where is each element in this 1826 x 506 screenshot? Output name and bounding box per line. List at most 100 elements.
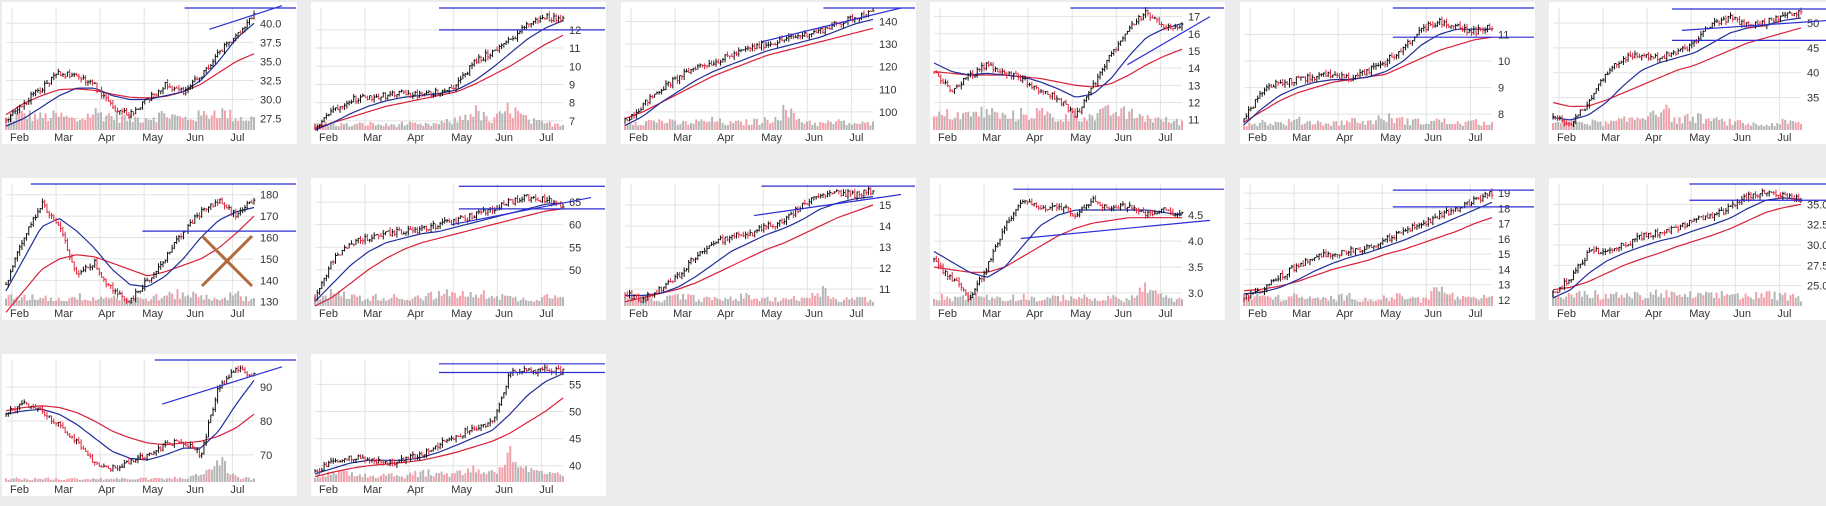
volume-bar xyxy=(671,295,674,306)
volume-bar xyxy=(1786,123,1789,130)
volume-bar xyxy=(1001,300,1004,306)
volume-bar xyxy=(1295,118,1298,130)
stock-chart-panel[interactable]: Feb Mar Apr May Jun Jul 35 40 45 50 xyxy=(1549,2,1826,144)
volume-bar xyxy=(1744,293,1747,306)
moving-average-fast xyxy=(5,206,255,292)
volume-bar xyxy=(1122,106,1125,130)
volume-bar xyxy=(129,114,131,130)
volume-bar xyxy=(798,301,801,306)
volume-bar xyxy=(44,295,47,306)
stock-chart-panel[interactable]: Feb Mar Apr May Jun Jul 70 80 90 xyxy=(2,354,297,496)
volume-bar xyxy=(1243,123,1245,130)
volume-bar xyxy=(1078,121,1081,130)
volume-bar xyxy=(980,106,983,130)
volume-bar xyxy=(1046,111,1049,130)
volume-bar xyxy=(1599,299,1602,306)
volume-bar xyxy=(525,300,528,306)
volume-bar xyxy=(777,301,780,306)
volume-bar xyxy=(1390,118,1393,130)
x-tick-label: Mar xyxy=(1292,132,1311,144)
volume-bar xyxy=(1755,123,1758,130)
volume-bar xyxy=(34,299,37,306)
stock-chart-panel[interactable]: Feb Mar Apr May Jun Jul 25.0 27.5 30.0 32.5 35.0 xyxy=(1549,178,1826,320)
volume-bar xyxy=(1020,299,1023,306)
volume-bar xyxy=(1345,295,1348,306)
volume-bar xyxy=(763,298,766,306)
volume-bar xyxy=(559,125,562,130)
volume-bar xyxy=(34,113,37,130)
volume-bar xyxy=(1324,297,1327,306)
moving-average-fast xyxy=(1552,17,1802,121)
volume-bar xyxy=(1720,118,1723,130)
volume-bar xyxy=(1274,121,1277,130)
volume-bar xyxy=(443,293,446,306)
volume-bar xyxy=(1736,119,1739,130)
volume-bar xyxy=(1154,117,1157,130)
moving-average-slow xyxy=(1552,27,1802,108)
stock-chart-panel[interactable]: Feb Mar Apr May Jun Jul 130 140 150 160 170 180 xyxy=(2,178,297,320)
volume-bar xyxy=(1657,296,1660,306)
stock-chart-panel[interactable]: Feb Mar Apr May Jun Jul 11 12 13 14 15 16 17 xyxy=(930,2,1225,144)
volume-bar xyxy=(464,473,467,482)
stock-chart-panel[interactable]: Feb Mar Apr May Jun Jul 8 9 10 11 xyxy=(1240,2,1535,144)
volume-bar xyxy=(131,479,134,482)
volume-bar xyxy=(1607,123,1610,130)
volume-bar xyxy=(1406,118,1409,130)
volume-bar xyxy=(1083,117,1086,130)
stock-chart-panel[interactable]: Feb Mar Apr May Jun Jul 100 110 120 130 140 xyxy=(621,2,916,144)
volume-bar xyxy=(864,297,867,306)
volume-bar xyxy=(1562,298,1565,306)
volume-bar xyxy=(139,477,142,482)
x-tick-label: Jun xyxy=(186,484,204,496)
x-tick-label: Jun xyxy=(495,484,513,496)
volume-bar xyxy=(1681,123,1684,130)
y-tick-label: 9 xyxy=(1498,83,1504,95)
volume-bar xyxy=(1765,291,1768,306)
y-tick-label: 10 xyxy=(1498,56,1510,68)
stock-chart-panel[interactable]: Feb Mar Apr May Jun Jul 40 45 50 55 xyxy=(311,354,606,496)
volume-bar xyxy=(327,299,330,306)
volume-bar xyxy=(1107,104,1110,130)
volume-bar xyxy=(451,473,454,482)
volume-bar xyxy=(1631,117,1634,130)
cross-mark xyxy=(200,234,254,288)
volume-bar xyxy=(480,120,483,130)
volume-bar xyxy=(1409,298,1412,306)
volume-bar xyxy=(629,122,632,130)
volume-bar xyxy=(147,301,150,306)
volume-bar xyxy=(726,299,729,306)
stock-chart-panel[interactable]: Feb Mar Apr May Jun Jul 12 13 14 15 16 17 18 19 xyxy=(1240,178,1535,320)
stock-chart-panel[interactable]: Feb Mar Apr May Jun Jul 27.5 30.0 32.5 35.0 37.5 40… xyxy=(2,2,297,144)
moving-average-fast xyxy=(933,209,1183,278)
volume-bar xyxy=(554,473,557,482)
volume-bar xyxy=(387,299,390,306)
volume-bar xyxy=(144,298,147,306)
volume-bar xyxy=(1686,296,1689,306)
stock-chart-panel[interactable]: Feb Mar Apr May Jun Jul 11 12 13 14 15 xyxy=(621,178,916,320)
volume-bar xyxy=(160,478,163,482)
x-tick-label: Mar xyxy=(982,308,1001,320)
volume-bar xyxy=(242,478,245,482)
stock-chart-panel[interactable]: Feb Mar Apr May Jun Jul 50 55 60 65 xyxy=(311,178,606,320)
volume-bar xyxy=(49,297,52,306)
volume-bar xyxy=(1128,111,1131,130)
volume-bar xyxy=(509,446,512,482)
volume-bar xyxy=(1025,299,1028,306)
volume-bar xyxy=(231,473,234,482)
volume-bar xyxy=(18,300,21,306)
volume-bar xyxy=(92,297,95,306)
volume-bar xyxy=(808,120,811,130)
volume-bar xyxy=(1417,297,1420,306)
stock-chart-panel[interactable]: Feb Mar Apr May Jun Jul 7 8 9 10 11 12 xyxy=(311,2,606,144)
volume-bar xyxy=(1287,296,1290,306)
volume-bar xyxy=(761,297,764,306)
volume-bar xyxy=(1332,299,1335,306)
stock-chart-panel[interactable]: Feb Mar Apr May Jun Jul 3.0 3.5 4.0 4.5 xyxy=(930,178,1225,320)
volume-bar xyxy=(1133,297,1136,306)
volume-bar xyxy=(816,125,819,130)
volume-bar xyxy=(102,121,105,130)
volume-bar xyxy=(121,115,124,130)
